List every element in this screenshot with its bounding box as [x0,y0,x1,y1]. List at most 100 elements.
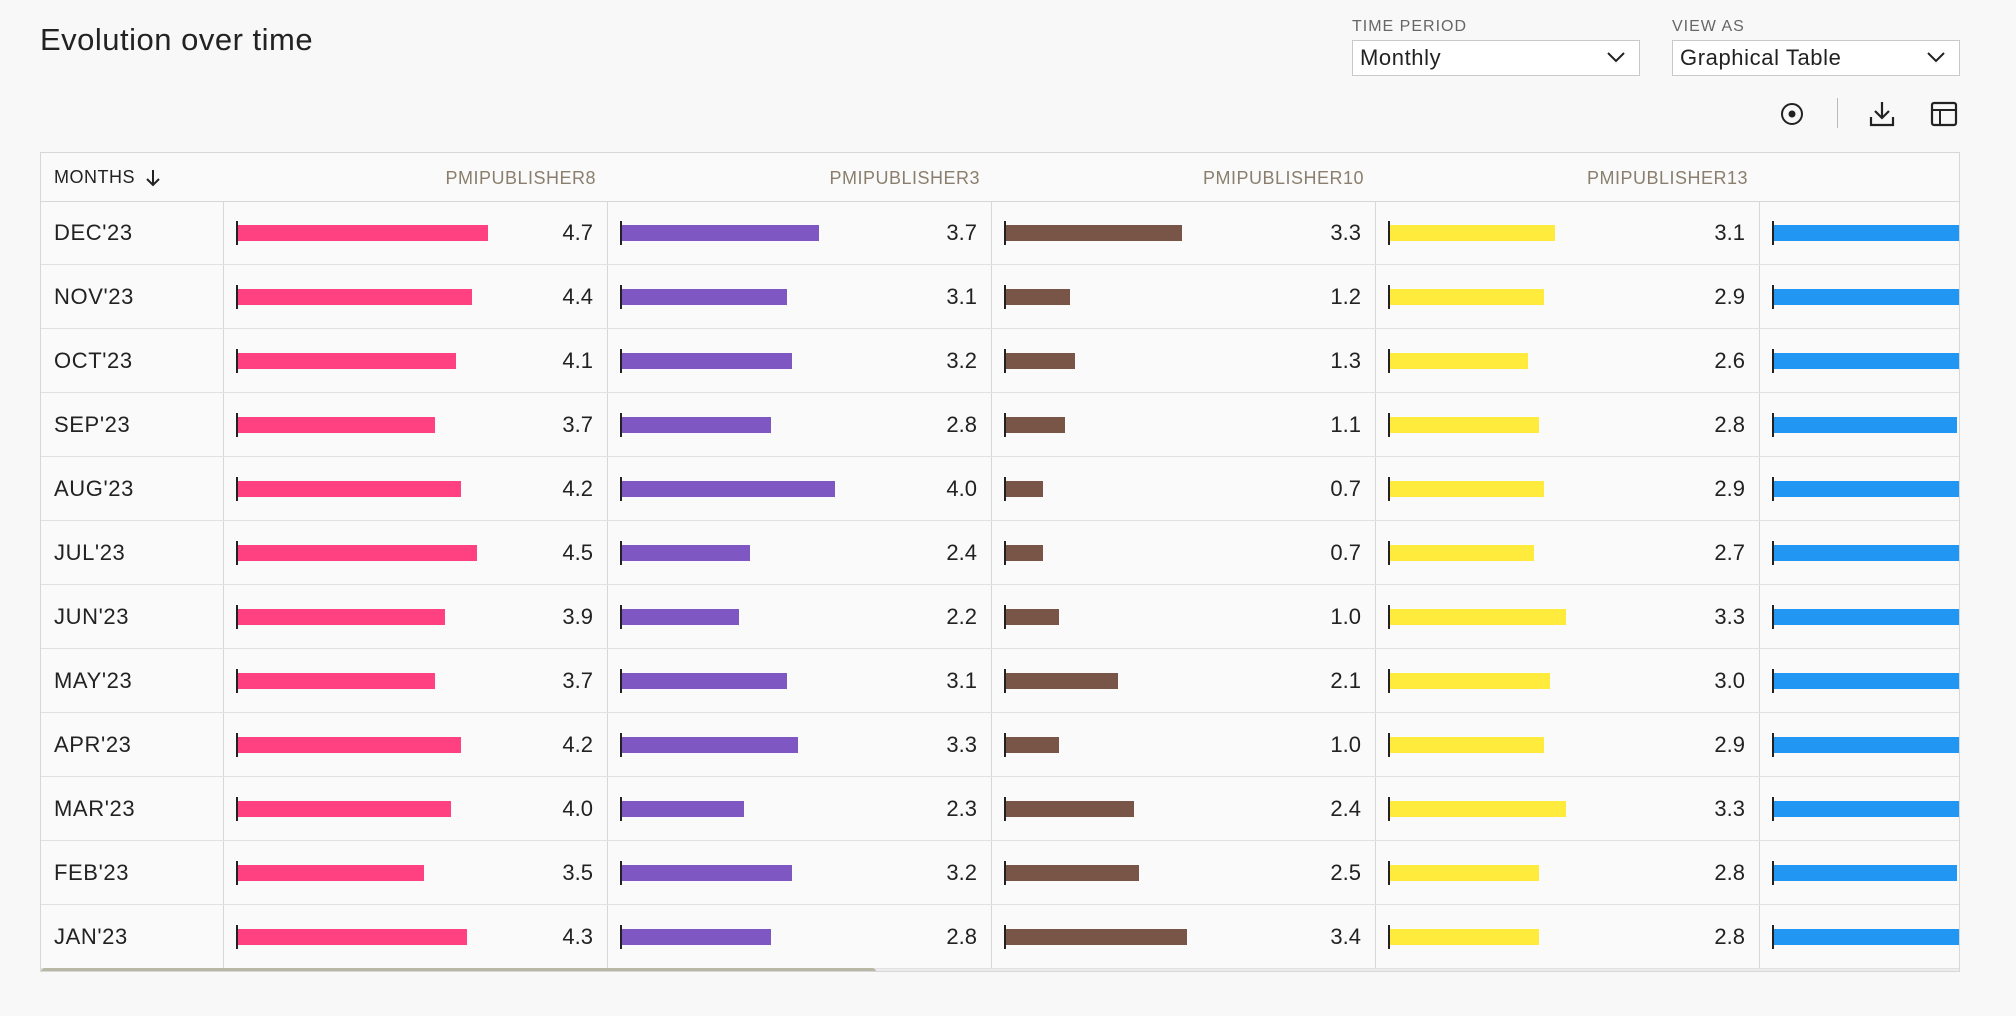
bar-axis-tick [236,733,238,757]
value-bar[interactable] [1006,289,1070,305]
time-period-label: TIME PERIOD [1352,18,1468,35]
value-bar[interactable] [622,609,739,625]
value-bar[interactable] [622,417,771,433]
value-bar[interactable] [622,353,792,369]
bar-axis-tick [1772,541,1774,565]
value-bar[interactable] [622,929,771,945]
value-bar[interactable] [238,481,461,497]
value-bar[interactable] [622,545,750,561]
view-as-select[interactable]: Graphical Table [1672,40,1960,76]
value-label: 3.1 [1714,220,1745,245]
value-bar[interactable] [238,865,424,881]
value-bar[interactable] [238,929,467,945]
value-bar[interactable] [622,673,787,689]
bar-axis-tick [1772,733,1774,757]
bar-axis-tick [236,669,238,693]
table-layout-icon[interactable] [1929,99,1959,129]
value-bar[interactable] [238,353,456,369]
value-label: 1.0 [1330,604,1361,629]
value-bar[interactable] [1774,289,1959,305]
value-bar[interactable] [622,225,819,241]
bar-axis-tick [1004,221,1006,245]
bar-axis-tick [1388,669,1390,693]
radio-target-icon[interactable] [1777,99,1807,129]
value-bar[interactable] [1774,801,1959,817]
bar-axis-tick [620,541,622,565]
value-bar[interactable] [1390,353,1528,369]
value-bar[interactable] [622,865,792,881]
value-bar[interactable] [1390,225,1555,241]
value-bar[interactable] [1390,545,1534,561]
value-bar[interactable] [238,417,435,433]
value-bar[interactable] [1774,545,1959,561]
column-header-publisher8[interactable]: PMIPUBLISHER8 [445,168,596,188]
bar-axis-tick [1004,925,1006,949]
months-column-header[interactable]: MONTHS [54,167,161,188]
value-bar[interactable] [1006,929,1187,945]
value-bar[interactable] [1006,801,1134,817]
value-bar[interactable] [1774,481,1959,497]
time-period-select[interactable]: Monthly [1352,40,1640,76]
value-bar[interactable] [1006,481,1043,497]
value-bar[interactable] [622,737,798,753]
value-bar[interactable] [1774,673,1959,689]
value-bar[interactable] [1774,609,1959,625]
table-row: SEP'23 3.7 2.8 1.1 2.8 [41,393,1959,457]
value-bar[interactable] [1390,929,1539,945]
value-bar[interactable] [238,609,445,625]
value-bar[interactable] [1774,865,1957,881]
value-bar[interactable] [1006,545,1043,561]
bar-axis-tick [236,349,238,373]
value-bar[interactable] [1390,865,1539,881]
value-bar[interactable] [1774,929,1959,945]
value-bar[interactable] [238,289,472,305]
value-bar[interactable] [1774,417,1957,433]
value-bar[interactable] [622,481,835,497]
column-divider [1375,201,1376,970]
table-row: JUN'23 3.9 2.2 1.0 3.3 [41,585,1959,649]
value-bar[interactable] [1006,865,1139,881]
value-bar[interactable] [1006,225,1182,241]
bar-axis-tick [236,413,238,437]
value-bar[interactable] [1390,289,1544,305]
value-label: 3.7 [946,220,977,245]
column-header-publisher3[interactable]: PMIPUBLISHER3 [829,168,980,188]
value-bar[interactable] [1774,737,1959,753]
value-bar[interactable] [238,737,461,753]
value-bar[interactable] [1006,673,1118,689]
value-label: 4.3 [562,924,593,949]
row-month-label: FEB'23 [54,860,130,885]
column-header-publisher13[interactable]: PMIPUBLISHER13 [1586,168,1748,188]
value-bar[interactable] [1390,801,1566,817]
value-bar[interactable] [1006,609,1059,625]
column-header-publisher10[interactable]: PMIPUBLISHER10 [1202,168,1364,188]
value-bar[interactable] [1390,673,1550,689]
horizontal-scrollbar-thumb[interactable] [41,968,876,971]
table-row: JUL'23 4.5 2.4 0.7 2.7 [41,521,1959,585]
table-row: APR'23 4.2 3.3 1.0 2.9 [41,713,1959,777]
value-bar[interactable] [238,673,435,689]
value-bar[interactable] [238,225,488,241]
value-bar[interactable] [238,545,477,561]
bar-axis-tick [1388,477,1390,501]
value-label: 3.2 [946,348,977,373]
value-bar[interactable] [622,289,787,305]
horizontal-scrollbar-track[interactable] [41,969,1959,971]
value-bar[interactable] [1390,609,1566,625]
value-bar[interactable] [1774,353,1959,369]
value-bar[interactable] [1006,737,1059,753]
value-label: 3.7 [562,412,593,437]
value-bar[interactable] [622,801,744,817]
value-bar[interactable] [1774,225,1959,241]
value-bar[interactable] [1006,353,1075,369]
download-icon[interactable] [1867,99,1897,129]
value-bar[interactable] [1390,737,1544,753]
value-label: 2.8 [1714,860,1745,885]
bar-axis-tick [1388,733,1390,757]
row-month-label: DEC'23 [54,220,133,245]
value-bar[interactable] [1390,417,1539,433]
value-bar[interactable] [1006,417,1065,433]
value-bar[interactable] [1390,481,1544,497]
value-bar[interactable] [238,801,451,817]
bar-axis-tick [1388,605,1390,629]
